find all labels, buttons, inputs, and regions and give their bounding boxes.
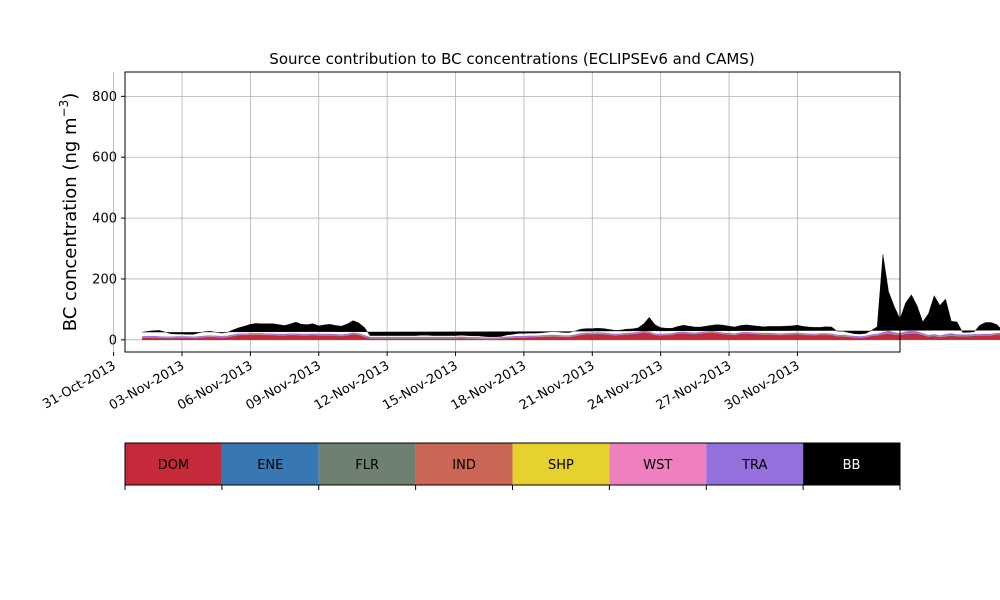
legend-label-wst: WST — [643, 458, 672, 473]
y-tick-label: 600 — [92, 151, 117, 166]
x-tick-label: 15-Nov-2013 — [380, 358, 460, 413]
y-axis-label-main: BC concentration (ng m — [60, 117, 81, 331]
legend-label-tra: TRA — [741, 458, 767, 473]
x-tick-label: 31-Oct-2013 — [40, 358, 118, 412]
legend-label-bb: BB — [843, 458, 861, 473]
area-tra — [141, 330, 1000, 339]
legend-label-dom: DOM — [158, 458, 189, 473]
x-axis: 31-Oct-201303-Nov-201306-Nov-201309-Nov-… — [40, 352, 802, 413]
y-axis-label: BC concentration (ng m−3) — [57, 93, 81, 332]
legend-label-shp: SHP — [548, 458, 574, 473]
x-tick-label: 03-Nov-2013 — [107, 358, 187, 413]
legend-swatch-wst — [609, 443, 707, 485]
grid — [113, 72, 900, 352]
legend-swatch-flr — [318, 443, 416, 485]
legend-swatch-dom — [125, 443, 222, 485]
y-axis: 0 200 400 600 800 — [92, 90, 125, 348]
legend-swatch-bb — [803, 443, 901, 485]
y-tick-label: 200 — [92, 272, 117, 287]
y-axis-label-superscript: −3 — [57, 100, 71, 118]
y-axis-label-close: ) — [60, 93, 81, 100]
x-tick-label: 24-Nov-2013 — [585, 358, 665, 413]
legend-label-ind: IND — [452, 458, 476, 473]
y-tick-label: 400 — [92, 212, 117, 227]
plot-areas — [141, 254, 1000, 341]
x-tick-label: 21-Nov-2013 — [517, 358, 597, 413]
legend-swatch-shp — [512, 443, 610, 485]
plot-frame — [124, 71, 901, 353]
x-tick-label: 30-Nov-2013 — [722, 358, 802, 413]
y-tick-label: 800 — [92, 90, 117, 105]
legend-swatch-ind — [415, 443, 513, 485]
x-tick-label: 18-Nov-2013 — [449, 358, 529, 413]
x-tick-label: 06-Nov-2013 — [175, 358, 255, 413]
legend-label-ene: ENE — [257, 458, 283, 473]
source-colorbar-legend: DOM ENE FLR IND SHP WST TRA BB — [124, 442, 901, 490]
legend-swatch-tra — [706, 443, 804, 485]
x-tick-label: 12-Nov-2013 — [312, 358, 392, 413]
x-tick-label: 09-Nov-2013 — [243, 358, 323, 413]
area-bb — [142, 254, 1000, 337]
x-tick-label: 27-Nov-2013 — [654, 358, 734, 413]
legend-swatch-ene — [221, 443, 319, 485]
y-tick-label: 0 — [109, 333, 117, 348]
chart-title: Source contribution to BC concentrations… — [269, 50, 754, 68]
legend-label-flr: FLR — [355, 458, 379, 473]
